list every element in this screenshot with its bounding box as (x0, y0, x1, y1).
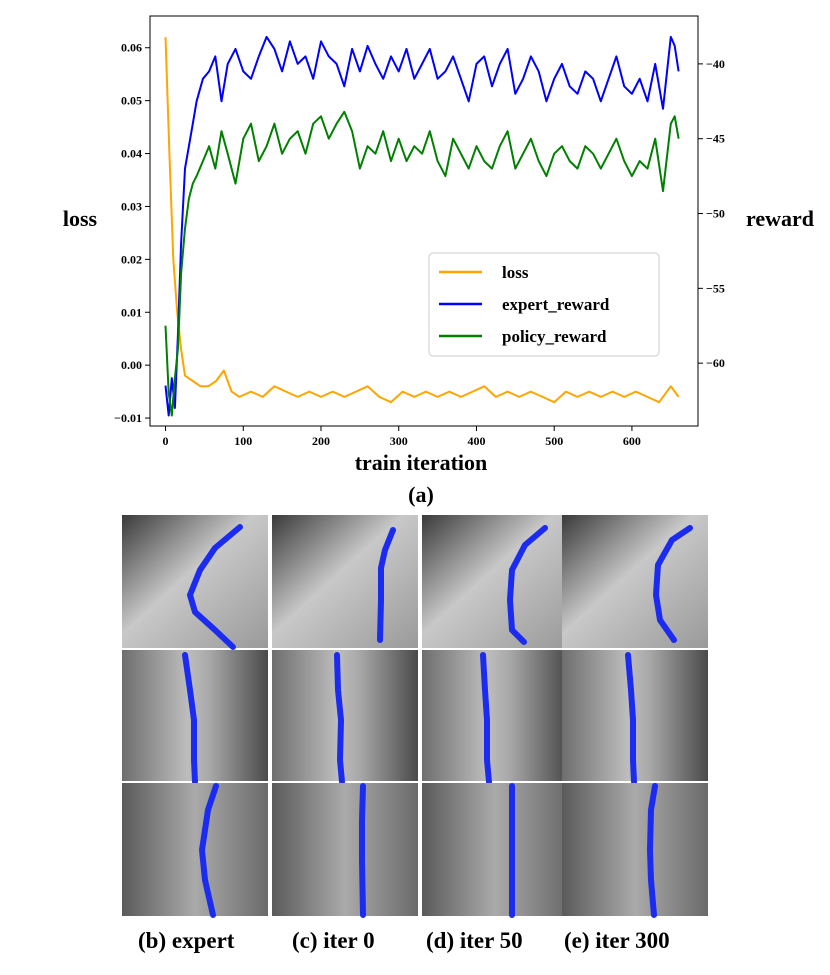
trajectory-path (334, 652, 345, 785)
trajectory-path (377, 527, 396, 643)
caption-iter-50: (d) iter 50 (426, 928, 523, 953)
caption-expert: (b) expert (138, 928, 235, 953)
x-axis-ticks: 0 100 200 300 400 500 600 (163, 426, 641, 448)
trajectory-path (647, 783, 658, 918)
trajectory-path (480, 652, 492, 785)
terrain-image (272, 515, 418, 648)
y-left-tick-label: 0.03 (121, 199, 142, 213)
panel-label-a: (a) (408, 482, 434, 507)
terrain-image (422, 783, 568, 916)
trajectory-path (359, 783, 366, 918)
series-line-loss (164, 37, 680, 404)
x-tick-label: 200 (312, 434, 330, 448)
trajectory-path (653, 525, 693, 643)
y-right-tick-label: −55 (706, 281, 725, 295)
legend-label-policy-reward: policy_reward (502, 327, 607, 346)
y-right-tick-label: −45 (706, 132, 725, 146)
y-right-tick-label: −50 (706, 207, 725, 221)
y-left-tick-label: −0.01 (114, 411, 142, 425)
series-line-policy-reward (164, 110, 680, 417)
x-tick-label: 300 (390, 434, 408, 448)
trajectory-path (182, 652, 198, 785)
y-left-tick-label: 0.04 (121, 147, 142, 161)
series-line-expert-reward (164, 35, 680, 417)
x-tick-label: 600 (623, 434, 641, 448)
legend: loss expert_reward policy_reward (428, 252, 660, 357)
y-axis-label-left: loss (63, 206, 98, 231)
legend-box (428, 252, 660, 357)
terrain-image (422, 650, 568, 781)
y-right-tick-label: −60 (706, 356, 725, 370)
series-lines (164, 35, 680, 417)
x-axis-label: train iteration (355, 450, 488, 475)
terrain-image (562, 515, 708, 648)
caption-iter-0: (c) iter 0 (292, 928, 375, 953)
x-tick-label: 400 (467, 434, 485, 448)
x-tick-label: 100 (234, 434, 252, 448)
x-tick-label: 500 (545, 434, 563, 448)
y-left-tick-label: 0.02 (121, 252, 142, 266)
caption-iter-300: (e) iter 300 (564, 928, 670, 953)
y-left-tick-label: 0.01 (121, 305, 142, 319)
terrain-image (562, 783, 708, 916)
right-axis-ticks: −60 −55 −50 −45 −40 (698, 57, 725, 370)
terrain-image (272, 650, 418, 781)
trajectory-path (507, 525, 548, 645)
terrain-image (422, 515, 568, 648)
trajectory-path (199, 783, 219, 918)
legend-label-expert-reward: expert_reward (502, 295, 610, 314)
trajectory-image-grid (122, 515, 708, 918)
y-left-tick-label: 0.06 (121, 41, 142, 55)
y-left-tick-label: 0.00 (121, 358, 142, 372)
trajectory-path (187, 524, 243, 650)
trajectory-path (625, 652, 637, 785)
terrain-image (122, 783, 268, 916)
plot-frame (149, 15, 699, 427)
plot-area: −0.01 0.00 0.01 0.02 0.03 0.04 0.05 0.06 −60 −55… (63, 15, 814, 475)
terrain-image (272, 783, 418, 916)
y-right-tick-label: −40 (706, 57, 725, 71)
y-axis-label-right: reward (746, 206, 814, 231)
x-tick-label: 0 (163, 434, 169, 448)
y-left-tick-label: 0.05 (121, 94, 142, 108)
left-axis-ticks: −0.01 0.00 0.01 0.02 0.03 0.04 0.05 0.06 (114, 41, 150, 425)
legend-label-loss: loss (502, 263, 529, 282)
